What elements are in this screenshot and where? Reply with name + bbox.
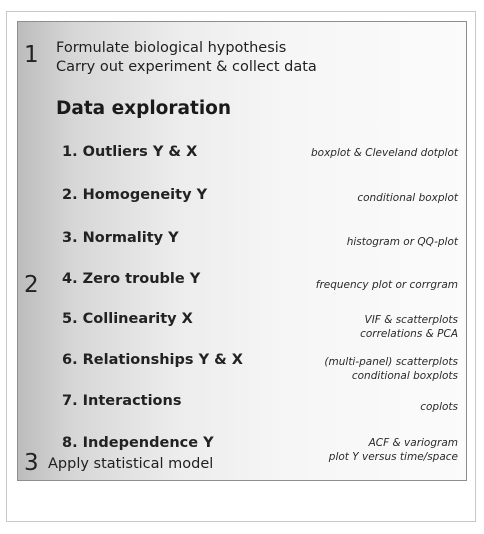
exploration-tool-5: VIF & scatterplots correlations & PCA: [360, 314, 458, 340]
step-number-2: 2: [24, 272, 39, 298]
exploration-item-7: 7. Interactions: [62, 393, 182, 409]
exploration-item-2: 2. Homogeneity Y: [62, 187, 208, 203]
exploration-tool-3: histogram or QQ-plot: [346, 236, 458, 248]
exploration-item-4: 4. Zero trouble Y: [62, 271, 201, 287]
step-3-line-1: Apply statistical model: [48, 456, 214, 472]
exploration-tool-7: coplots: [420, 401, 458, 413]
step-1-line-2: Carry out experiment & collect data: [56, 59, 317, 75]
exploration-item-1: 1. Outliers Y & X: [62, 144, 198, 160]
exploration-tool-6: (multi-panel) scatterplots conditional b…: [324, 356, 458, 382]
exploration-tool-2: conditional boxplot: [357, 192, 458, 204]
step-number-3: 3: [24, 450, 39, 476]
exploration-tool-4: frequency plot or corrgram: [315, 279, 458, 291]
data-exploration-heading: Data exploration: [56, 98, 232, 119]
exploration-tool-8: ACF & variogram plot Y versus time/space: [328, 437, 458, 463]
protocol-panel: 1 Formulate biological hypothesis Carry …: [17, 21, 467, 481]
step-1-line-1: Formulate biological hypothesis: [56, 40, 287, 56]
exploration-tool-1: boxplot & Cleveland dotplot: [310, 147, 458, 159]
exploration-item-3: 3. Normality Y: [62, 230, 179, 246]
exploration-item-6: 6. Relationships Y & X: [62, 352, 243, 368]
exploration-item-8: 8. Independence Y: [62, 435, 214, 451]
step-number-1: 1: [24, 42, 39, 68]
exploration-item-5: 5. Collinearity X: [62, 311, 193, 327]
